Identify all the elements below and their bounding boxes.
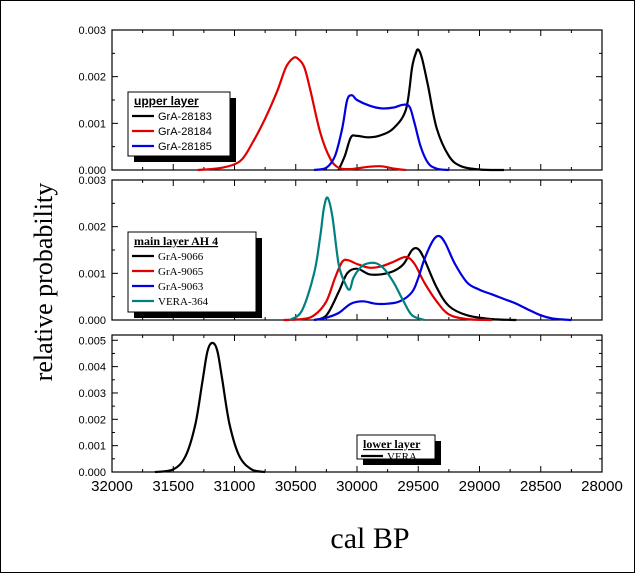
series-line-VERA-364 [288,196,425,322]
x-tick-label: 28500 [520,478,562,495]
panels: 0.000 0.001 0.002 0.003 upper layer GrA-28183… [78,25,622,495]
x-tick-label: 31500 [152,478,194,495]
y-tick-label: 0.001 [78,441,106,453]
x-tick-label: 30500 [275,478,317,495]
legend-entry: GrA-9066 [158,251,204,263]
legend-title: lower layer [363,437,421,451]
y-tick-label: 0.000 [78,165,106,177]
legend-title: upper layer [134,94,199,108]
series-line-VERA [154,341,266,474]
series-line-GrA-9066 [313,246,517,322]
legend-entry: VERA [387,451,417,463]
y-tick-label: 0.001 [78,268,106,280]
legend-title: main layer AH 4 [134,234,218,248]
panel-middle: 0.000 0.001 0.002 0.003 main layer AH 4 GrA-9… [78,175,603,327]
legend-entry: GrA-9065 [158,266,204,278]
y-tick-label: 0.002 [78,72,106,84]
legend-top: upper layer GrA-28183 GrA-28184 GrA-28185 [127,91,236,162]
y-tick-label: 0.003 [78,388,106,400]
panel-top: 0.000 0.001 0.002 0.003 upper layer GrA-28183… [78,25,603,177]
x-tick-label: 31000 [214,478,256,495]
y-tick-label: 0.002 [78,222,106,234]
legend-entry: GrA-28184 [158,126,212,138]
y-tick-label: 0.002 [78,414,106,426]
series-line-GrA-9065 [283,255,492,322]
legend-entry: GrA-28183 [158,111,212,123]
y-tick-label: 0.000 [78,315,106,327]
y-axis-label: relative probability [29,183,58,382]
legend-middle: main layer AH 4 GrA-9066 GrA-9065 GrA-9063 V… [127,231,262,318]
series-line-GrA-9063 [313,234,572,322]
y-tick-label: 0.000 [78,467,106,479]
x-tick-label: 32000 [91,478,133,495]
x-tick-label: 28000 [581,478,623,495]
x-tick-label: 29500 [397,478,439,495]
x-tick-label: 30000 [336,478,378,495]
series-line-GrA-28185 [313,94,450,172]
x-tick-label: 29000 [459,478,501,495]
x-axis-label: cal BP [330,522,409,555]
y-tick-label: 0.001 [78,118,106,130]
y-tick-label: 0.004 [78,362,106,374]
legend-entry: VERA-364 [158,296,209,308]
legend-entry: GrA-9063 [158,281,204,293]
legend-entry: GrA-28185 [158,141,212,153]
y-tick-label: 0.005 [78,335,106,347]
series-line-GrA-28183 [337,48,505,172]
series-line-GrA-28184 [197,56,407,172]
panel-bottom: 0.000 0.001 0.002 0.003 0.004 0.005 lower laye… [78,334,603,479]
y-tick-label: 0.003 [78,175,106,187]
y-tick-label: 0.003 [78,25,106,37]
